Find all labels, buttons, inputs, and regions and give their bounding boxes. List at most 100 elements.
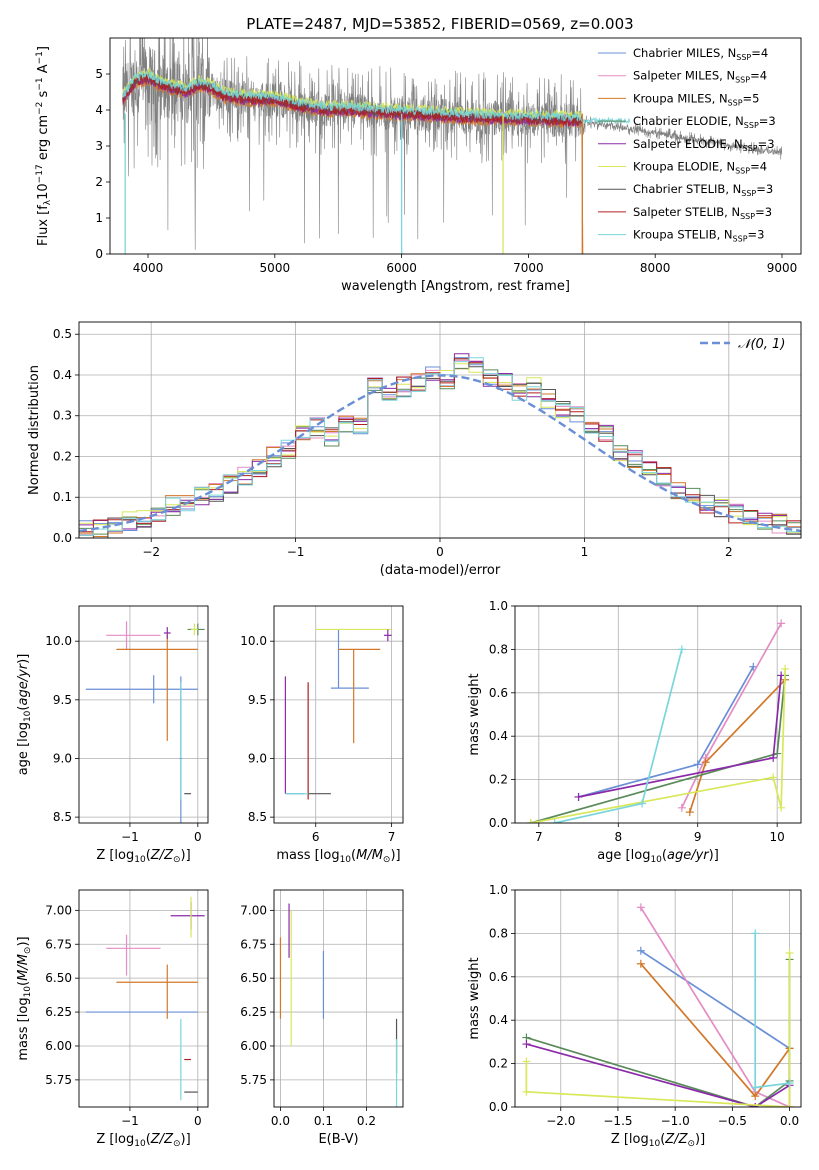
spectrum-xlabel: wavelength [Angstrom, rest frame] bbox=[341, 279, 570, 294]
gaussian-legend-label: 𝒩(0, 1) bbox=[738, 337, 785, 352]
weight_vs_age-xtick-label: 10 bbox=[770, 830, 785, 844]
legend-entry-6: Chabrier STELIB, NSSP=3 bbox=[633, 182, 773, 198]
weight_vs_Z-ytick-label: 0.0 bbox=[489, 1100, 508, 1114]
legend-entry-3: Chabrier ELODIE, NSSP=3 bbox=[633, 114, 776, 130]
weight_vs_Z-marker bbox=[751, 1092, 760, 1101]
weight_vs_age-marker bbox=[526, 819, 535, 823]
weight_vs_Z-ytick-label: 0.4 bbox=[489, 1013, 508, 1027]
spectrum-ytick-label: 3 bbox=[95, 139, 103, 153]
weight_vs_Z-plot-area bbox=[522, 903, 794, 1107]
weight_vs_Z-series-0 bbox=[640, 950, 791, 1081]
label-part: age [log bbox=[16, 722, 31, 775]
mass_vs_EBV-frame bbox=[273, 889, 404, 1108]
weight_vs_Z-marker bbox=[785, 948, 794, 957]
label-part: Salpeter ELODIE, N bbox=[633, 137, 743, 151]
weight_vs_age-marker bbox=[685, 808, 694, 817]
spectrum-plot-area bbox=[122, 38, 783, 254]
label-part: )] bbox=[16, 936, 31, 946]
label-part: Z/Z bbox=[150, 848, 174, 863]
age_vs_mass-ytick-label: 8.5 bbox=[248, 810, 267, 824]
label-part: SSP bbox=[728, 98, 743, 107]
residuals-plot-area bbox=[79, 353, 801, 538]
mass_vs_Z-frame bbox=[78, 889, 209, 1108]
mass_vs_Z-ylabel: mass [log10(M/M⊙)] bbox=[16, 936, 33, 1060]
weight_vs_Z-xtick-label: −1.0 bbox=[661, 1114, 690, 1128]
weight_vs_Z-marker bbox=[785, 1079, 794, 1088]
label-part: ( bbox=[660, 1132, 665, 1147]
age_vs_mass-ytick-label: 9.0 bbox=[248, 751, 267, 765]
weight_vs_Z-xtick-label: −0.5 bbox=[718, 1114, 747, 1128]
legend-entry-0: Chabrier MILES, NSSP=4 bbox=[633, 46, 768, 62]
mass_vs_Z-ytick-label: 6.75 bbox=[45, 937, 72, 951]
mass_vs_EBV-ytick-label: 6.25 bbox=[240, 1005, 267, 1019]
label-part: 10 bbox=[650, 855, 662, 865]
label-part: ( bbox=[16, 706, 31, 711]
legend-entry-2: Kroupa MILES, NSSP=5 bbox=[633, 91, 759, 107]
mass_vs_EBV-ytick-label: 6.00 bbox=[240, 1039, 267, 1053]
mass_vs_Z-ytick-label: 5.75 bbox=[45, 1073, 72, 1087]
age_vs_Z-plot-area bbox=[85, 621, 205, 823]
residuals-ytick-label: 0.5 bbox=[53, 327, 72, 341]
label-part: )] bbox=[181, 848, 191, 863]
label-part: )] bbox=[16, 654, 31, 664]
age_vs_mass-xtick-label: 6 bbox=[312, 830, 320, 844]
residuals-xtick-label: 2 bbox=[725, 545, 733, 559]
label-part: =4 bbox=[750, 160, 767, 174]
weight_vs_age-marker bbox=[777, 803, 786, 812]
mass_vs_Z-ytick-label: 6.50 bbox=[45, 971, 72, 985]
label-part: )] bbox=[695, 1132, 705, 1147]
weight_vs_Z-series-1 bbox=[640, 906, 790, 1107]
label-part: )] bbox=[390, 848, 400, 863]
label-part: ⊙ bbox=[23, 947, 33, 955]
label-part: 10 bbox=[134, 1139, 146, 1149]
weight_vs_age-ytick-label: 0.8 bbox=[489, 642, 508, 656]
label-part: age/yr bbox=[667, 848, 710, 863]
label-part: Chabrier STELIB, N bbox=[633, 182, 741, 196]
weight_vs_Z-series-4 bbox=[526, 1043, 791, 1107]
weight_vs_Z-frame bbox=[514, 889, 802, 1108]
spectrum-ytick-label: 1 bbox=[95, 211, 103, 225]
weight_vs_age-plot-area bbox=[526, 619, 790, 823]
label-part: erg cm bbox=[36, 115, 51, 164]
mass_vs_EBV-xtick-label: 0.1 bbox=[314, 1114, 333, 1128]
age_vs_mass-xlabel: mass [log10(M/M⊙)] bbox=[276, 848, 400, 865]
label-part: =3 bbox=[758, 137, 775, 151]
spectrum-xtick-label: 5000 bbox=[260, 261, 291, 275]
weight_vs_age-ylabel: mass weight bbox=[467, 673, 482, 755]
label-part: Chabrier ELODIE, N bbox=[633, 114, 744, 128]
weight_vs_age-marker bbox=[677, 803, 686, 812]
label-part: ( bbox=[16, 981, 31, 986]
label-part: M/M bbox=[16, 954, 31, 981]
mass_vs_EBV-ytick-label: 6.75 bbox=[240, 937, 267, 951]
legend-entry-5: Kroupa ELODIE, NSSP=4 bbox=[633, 160, 767, 176]
weight_vs_Z-marker bbox=[751, 929, 760, 938]
mass_vs_EBV-xlabel: E(B-V) bbox=[318, 1132, 358, 1147]
weight_vs_age-ytick-label: 0.2 bbox=[489, 773, 508, 787]
weight_vs_age-marker bbox=[777, 619, 786, 628]
legend-entry-1: Salpeter MILES, NSSP=4 bbox=[633, 69, 767, 85]
weight_vs_age-ytick-label: 0.0 bbox=[489, 816, 508, 830]
label-part: 10 bbox=[36, 183, 51, 200]
figure-title: PLATE=2487, MJD=53852, FIBERID=0569, z=0… bbox=[246, 15, 633, 33]
label-part: 10 bbox=[23, 986, 33, 998]
label-part: Salpeter MILES, N bbox=[633, 69, 735, 83]
spectrum-ytick-label: 4 bbox=[95, 103, 103, 117]
label-part: )] bbox=[181, 1132, 191, 1147]
label-part: =3 bbox=[759, 114, 776, 128]
weight_vs_age-marker bbox=[574, 792, 583, 801]
legend-entry-4: Salpeter ELODIE, NSSP=3 bbox=[633, 137, 775, 153]
label-part: Z [log bbox=[611, 1132, 649, 1147]
weight_vs_Z-ylabel: mass weight bbox=[467, 957, 482, 1039]
age_vs_Z-ylabel: age [log10(age/yr)] bbox=[16, 654, 33, 776]
label-part: ⊙ bbox=[383, 855, 391, 865]
label-part: mass [log bbox=[276, 848, 339, 863]
weight_vs_Z-marker bbox=[785, 1103, 794, 1107]
mass_vs_Z-ytick-label: 6.00 bbox=[45, 1039, 72, 1053]
label-part: SSP bbox=[741, 189, 756, 198]
label-part: SSP bbox=[735, 167, 750, 176]
weight_vs_Z-marker bbox=[522, 1040, 531, 1049]
label-part: mass [log bbox=[16, 997, 31, 1060]
label-part: =3 bbox=[748, 228, 765, 242]
label-part: =4 bbox=[750, 69, 767, 83]
